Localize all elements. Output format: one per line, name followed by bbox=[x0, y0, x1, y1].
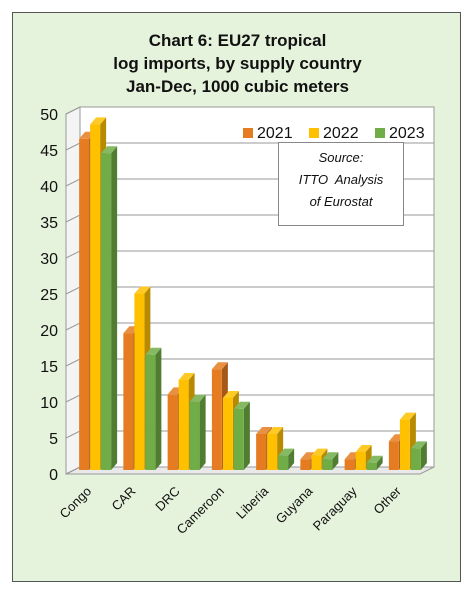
bar-top bbox=[101, 146, 118, 154]
plot-floor bbox=[65, 466, 435, 475]
bar-side bbox=[111, 146, 118, 470]
bar-top bbox=[233, 401, 250, 409]
chart-title: Chart 6: EU27 tropical log imports, by s… bbox=[13, 29, 462, 98]
bar bbox=[399, 419, 410, 470]
gridline bbox=[65, 106, 434, 115]
x-tick-label: CAR bbox=[108, 484, 138, 514]
y-tick-label: 0 bbox=[49, 467, 58, 484]
x-tick-label: Other bbox=[370, 483, 404, 517]
bar bbox=[222, 398, 233, 470]
legend-swatch bbox=[309, 128, 319, 138]
bar-top bbox=[189, 394, 206, 402]
y-tick-label: 5 bbox=[49, 431, 58, 448]
bar-top bbox=[410, 441, 427, 449]
bar-side bbox=[288, 448, 295, 470]
y-tick-label: 50 bbox=[40, 107, 58, 124]
chart-title-line-2: log imports, by supply country bbox=[113, 54, 362, 73]
x-tick-label: DRC bbox=[152, 484, 183, 515]
bar-top bbox=[366, 455, 383, 463]
y-tick-label: 40 bbox=[40, 179, 58, 196]
bar-top bbox=[211, 362, 228, 370]
source-line-2: ITTO Analysis bbox=[298, 172, 384, 187]
y-tick-label: 25 bbox=[40, 287, 58, 304]
bar-top bbox=[300, 452, 317, 460]
bar bbox=[256, 434, 267, 470]
y-tick-label: 10 bbox=[40, 395, 58, 412]
bar bbox=[388, 441, 399, 470]
y-tick-label: 20 bbox=[40, 323, 58, 340]
bar-top bbox=[145, 347, 162, 355]
legend-label: 2021 bbox=[257, 125, 293, 142]
bar bbox=[300, 459, 311, 470]
y-tick-label: 30 bbox=[40, 251, 58, 268]
x-tick-label: Liberia bbox=[233, 483, 272, 522]
bar-top bbox=[355, 445, 372, 452]
bar bbox=[233, 408, 244, 470]
y-tick-label: 35 bbox=[40, 215, 58, 232]
chart-title-line-3: Jan-Dec, 1000 cubic meters bbox=[125, 77, 349, 96]
bar bbox=[322, 459, 333, 470]
bar-top bbox=[278, 448, 295, 456]
bar bbox=[344, 459, 355, 470]
x-tick-label: Paraguay bbox=[310, 483, 360, 533]
bar bbox=[134, 293, 145, 470]
bar bbox=[366, 462, 377, 470]
bar bbox=[145, 354, 156, 470]
bar bbox=[79, 138, 90, 471]
bar-side bbox=[243, 401, 250, 470]
bar bbox=[311, 455, 322, 470]
bar-side bbox=[332, 452, 339, 470]
bar bbox=[211, 369, 222, 470]
bar bbox=[278, 455, 289, 470]
bar-top bbox=[222, 391, 239, 398]
legend-swatch bbox=[243, 128, 253, 138]
bar bbox=[355, 452, 366, 470]
bar bbox=[189, 401, 200, 470]
source-line-3: of Eurostat bbox=[309, 194, 373, 209]
source-line-1: Source: bbox=[318, 150, 364, 165]
legend-swatch bbox=[375, 128, 385, 138]
bar bbox=[178, 380, 189, 470]
y-tick-label: 15 bbox=[40, 359, 58, 376]
bar-top bbox=[267, 427, 284, 434]
x-tick-label: Congo bbox=[57, 484, 95, 522]
bar bbox=[90, 124, 101, 471]
bar-side bbox=[199, 394, 206, 470]
bar-side bbox=[155, 347, 162, 470]
legend-label: 2022 bbox=[323, 125, 359, 142]
bar-top bbox=[399, 412, 416, 420]
bar-top bbox=[178, 373, 195, 380]
bar-side bbox=[376, 455, 383, 470]
bar-top bbox=[322, 452, 339, 460]
bar bbox=[267, 434, 278, 470]
bar-side bbox=[420, 441, 427, 470]
bar bbox=[410, 448, 421, 470]
legend-label: 2023 bbox=[389, 125, 425, 142]
bar-top bbox=[134, 286, 151, 294]
bar-top bbox=[90, 117, 107, 125]
chart-title-line-1: Chart 6: EU27 tropical bbox=[148, 31, 327, 50]
bar bbox=[167, 394, 178, 470]
bar bbox=[123, 333, 134, 470]
x-tick-label: Cameroon bbox=[173, 484, 227, 538]
bar bbox=[101, 153, 112, 470]
bar-top bbox=[311, 448, 328, 456]
source-annotation: Source: ITTO Analysis of Eurostat bbox=[278, 142, 404, 226]
y-tick-label: 45 bbox=[40, 143, 58, 160]
bar-top bbox=[256, 427, 273, 434]
x-tick-label: Guyana bbox=[273, 483, 316, 526]
